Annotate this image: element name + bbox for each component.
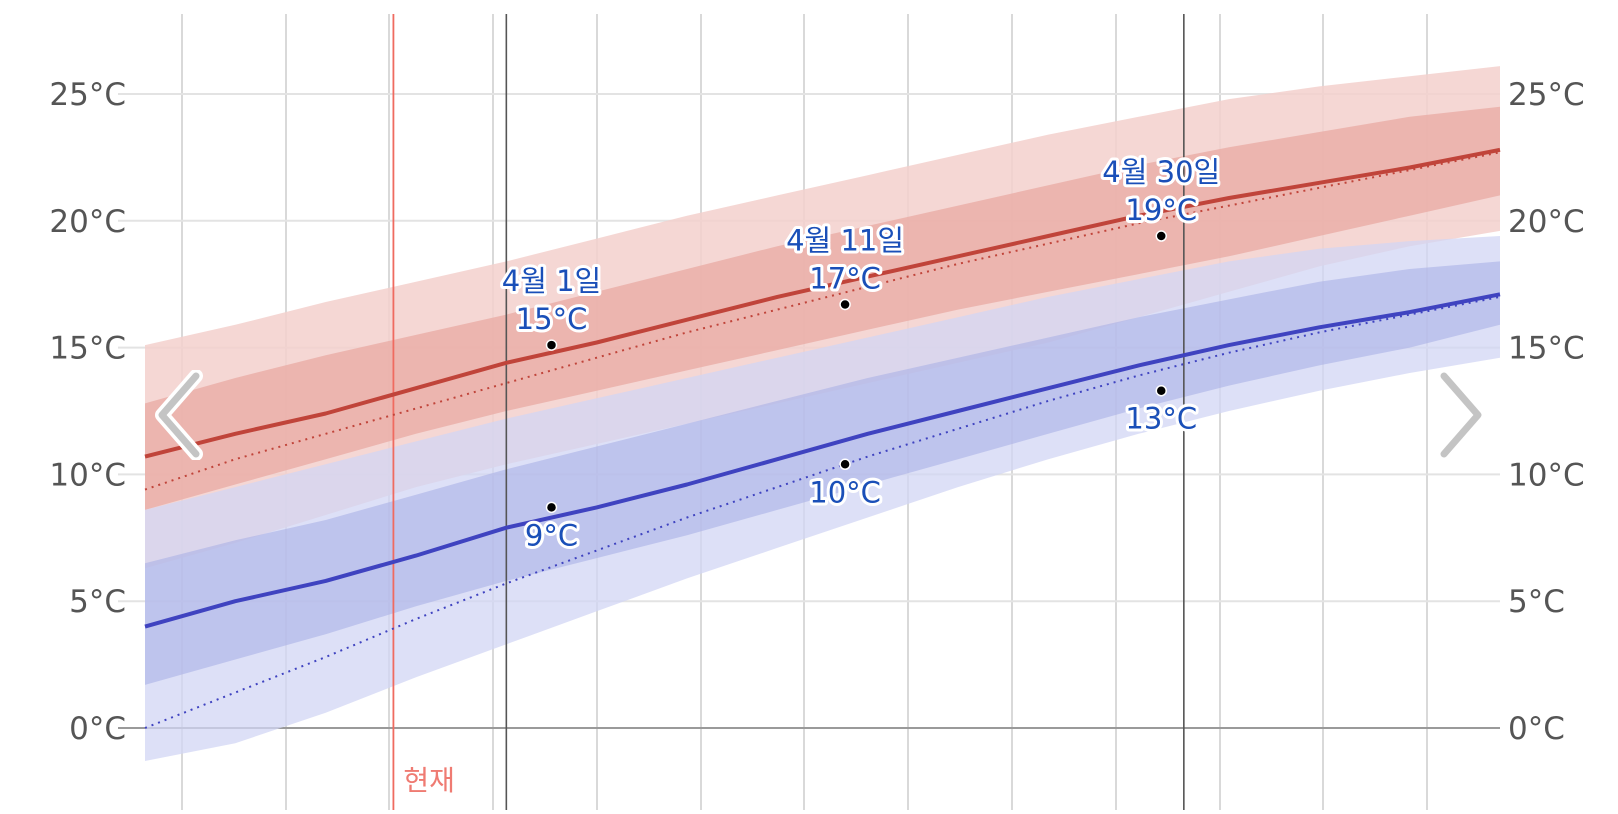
low-band-inner xyxy=(145,261,1500,685)
y-tick-label-left: 20°C xyxy=(49,204,126,240)
y-tick-label-left: 25°C xyxy=(49,77,126,113)
data-point xyxy=(545,339,558,351)
next-button[interactable] xyxy=(1428,369,1488,461)
annotation-value: 17°C xyxy=(809,261,881,295)
high-band-inner xyxy=(145,106,1500,510)
prev-button[interactable] xyxy=(152,369,212,461)
y-tick-label-right: 10°C xyxy=(1508,457,1585,493)
annotation-value: 9°C xyxy=(525,518,578,552)
y-tick-label-right: 5°C xyxy=(1508,584,1565,620)
annotation-value: 15°C xyxy=(516,302,588,336)
annotation-value: 10°C xyxy=(809,475,881,509)
annotation-date: 4월 1일 xyxy=(502,264,601,298)
y-tick-label-right: 0°C xyxy=(1508,711,1565,747)
annotation-date: 4월 30일 xyxy=(1102,155,1220,189)
y-tick-label-left: 10°C xyxy=(49,457,126,493)
high-temperature-line xyxy=(144,147,1501,459)
annotation-value: 13°C xyxy=(1125,402,1197,436)
y-tick-label-right: 20°C xyxy=(1508,204,1585,240)
low-temperature-line xyxy=(144,292,1501,629)
y-tick-label-left: 15°C xyxy=(49,331,126,367)
y-tick-label-right: 15°C xyxy=(1508,331,1585,367)
y-tick-label-left: 5°C xyxy=(69,584,126,620)
now-label: 현재 xyxy=(403,764,455,797)
data-point xyxy=(1155,384,1167,397)
annotation-date: 4월 11일 xyxy=(786,223,904,257)
data-point xyxy=(1155,230,1167,242)
data-point xyxy=(839,298,851,311)
chevron-left-icon xyxy=(155,369,203,461)
y-tick-label-left: 0°C xyxy=(69,711,126,747)
chevron-right-icon xyxy=(1437,369,1485,461)
annotation-value: 19°C xyxy=(1125,193,1197,227)
data-point xyxy=(545,501,558,514)
y-tick-label-right: 25°C xyxy=(1508,77,1585,113)
data-point xyxy=(839,458,851,471)
